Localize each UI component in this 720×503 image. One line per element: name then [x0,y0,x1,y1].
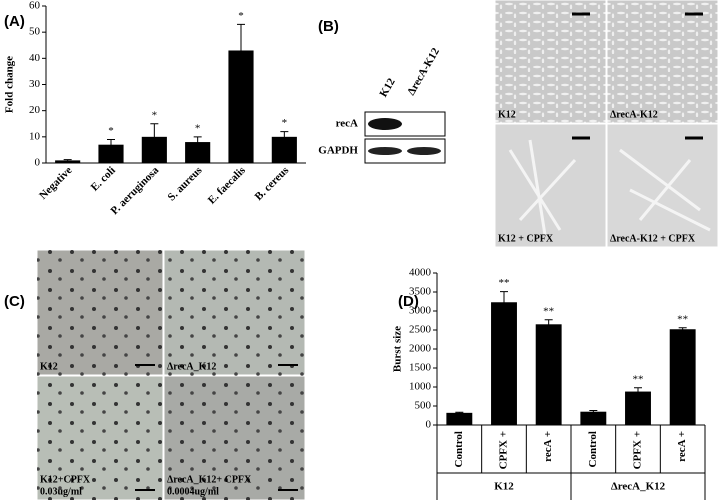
micrograph-label: ΔrecA-K12 [610,109,658,120]
annotation: * [152,109,158,121]
group-label: K12 [494,481,514,493]
annotation: ** [633,373,644,385]
y-tick-label: 60 [29,0,41,12]
x-tick-label: Control [453,431,465,467]
plate-label: ΔrecA_K12 [167,361,216,372]
y-axis-label: Burst size [392,326,404,372]
y-tick-label: 3500 [409,286,432,298]
plate-dose: 0.0004ug/ml [167,486,219,497]
bar [491,302,517,425]
x-tick-label: E. faecalis [206,164,249,207]
bar [98,144,124,163]
micrograph-label: K12 + CPFX [498,233,554,244]
bar [669,329,696,425]
annotation: ** [499,277,510,289]
micrographs [494,0,719,248]
annotation: * [282,117,288,129]
x-tick-label: CPFX + [498,431,510,469]
bar [185,142,211,163]
micrograph-label: K12 [498,109,516,120]
y-tick-label: 0 [35,157,41,169]
blot-row: recA [336,118,358,130]
panel-label: (D) [398,293,419,310]
blot-lane: ΔrecA-K12 [405,46,442,98]
y-tick-label: 0 [426,419,432,431]
y-tick-label: 1000 [409,381,432,393]
blot-row: GAPDH [318,145,358,157]
y-tick-label: 10 [29,130,41,142]
panel-label: (A) [4,13,25,30]
x-tick-label: Negative [37,164,75,202]
error-bar [589,410,598,414]
plates [36,249,306,501]
micrograph-label: ΔrecA-K12 + CPFX [610,233,696,244]
error-bar [455,411,464,414]
x-tick-label: recA + [676,431,688,462]
x-tick-label: Control [587,431,599,467]
x-tick-label: B. cereus [253,164,292,203]
bar [55,160,81,163]
bar [446,412,473,425]
panel-label: (B) [318,18,339,35]
error-bar [107,138,115,151]
y-tick-label: 20 [29,104,41,116]
error-bar [678,327,687,332]
error-bar [63,159,72,162]
x-tick-label: S. aureus [166,164,206,204]
y-tick-label: 2500 [409,324,432,336]
y-tick-label: 1500 [409,362,432,374]
annotation: * [195,122,201,134]
error-bar [634,387,642,396]
plate-label: K12 [40,361,58,372]
group-label: ΔrecA_K12 [611,481,666,493]
x-tick-label: CPFX + [632,431,644,469]
annotation: * [108,125,114,137]
blot-lane: K12 [378,76,398,99]
annotation: ** [543,305,554,317]
y-tick-label: 3000 [409,305,432,317]
bar [580,411,607,425]
panel-label: (C) [4,293,25,310]
y-tick-label: 30 [29,78,41,90]
annotation: * [238,10,244,22]
y-axis-label: Fold change [4,56,16,113]
plate-dose: 0.03ug/ml [40,486,82,497]
blot-band [407,147,441,155]
error-bar [237,23,245,78]
x-tick-label: E. coli [89,164,118,193]
error-bar [150,123,159,151]
blot-band [368,118,402,130]
y-tick-label: 50 [29,26,41,38]
annotation: ** [677,313,688,325]
x-tick-label: recA + [542,431,554,462]
y-tick-label: 500 [415,400,432,412]
bar [625,391,651,425]
plate-label: K12+CPFX [40,474,91,485]
y-tick-label: 2000 [409,343,432,355]
error-bar [500,291,508,314]
error-bar [280,131,289,143]
y-tick-label: 40 [29,52,41,64]
error-bar [544,319,553,330]
bar [535,324,562,425]
blot-band [368,147,402,155]
error-bar [193,136,202,148]
y-tick-label: 4000 [409,267,432,279]
plate-label: ΔrecA_K12+ CPFX [167,474,252,485]
